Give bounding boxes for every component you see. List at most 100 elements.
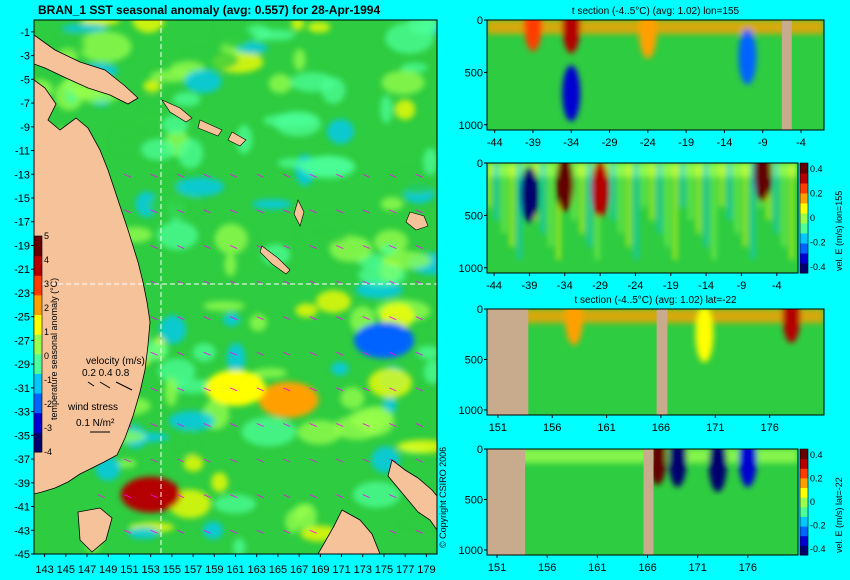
y-tick-label: 0 (477, 304, 483, 316)
x-tick-label: -4 (772, 280, 782, 292)
colorbar-swatch (800, 458, 808, 469)
anomaly-texture-blob (368, 368, 413, 398)
velocity-colorbar: 0.4 0.2 0 -0.2 -0.4 vel. E (m/s) lat=-22 (799, 448, 844, 556)
wind-vector (123, 173, 132, 178)
colorbar-tick-label: 0.4 (810, 450, 823, 460)
velocity-stripe (658, 163, 662, 234)
wind-vector (97, 494, 105, 499)
wind-vector (177, 387, 185, 392)
anomaly-hotspot (353, 322, 414, 359)
section-field (487, 20, 824, 122)
colorbar-swatch (800, 183, 808, 194)
anomaly-texture-blob (333, 415, 381, 440)
anomaly-texture-blob (164, 377, 178, 407)
y-tick-label: 0 (477, 444, 483, 456)
y-tick-label: 1000 (459, 120, 483, 132)
wind-vector (336, 209, 344, 214)
wind-vector (203, 280, 211, 285)
wind-vector (283, 351, 291, 356)
y-tick-label: -3 (20, 51, 30, 63)
wind-vector (362, 245, 370, 249)
colorbar-swatch (800, 516, 808, 527)
anomaly-texture-blob (256, 29, 296, 41)
x-tick-label: 169 (311, 564, 329, 576)
velocity-stripe (689, 163, 693, 221)
colorbar-swatch (800, 497, 808, 508)
wind-vector (415, 316, 423, 321)
anomaly-texture-blob (380, 244, 396, 255)
wind-vector (256, 458, 264, 463)
colorbar-swatch (34, 393, 42, 414)
anomaly-texture-blob (295, 303, 318, 318)
colorbar-swatch (800, 449, 808, 460)
wind-vector (150, 351, 158, 356)
anomaly-texture-blob (223, 312, 241, 327)
wind-vector (230, 387, 238, 392)
australia-land (34, 79, 151, 495)
anomaly-texture-blob (423, 359, 437, 384)
anomaly-texture-blob (168, 410, 215, 431)
y-tick-label: -21 (14, 264, 30, 276)
colorbar-swatch (800, 477, 808, 489)
colorbar-swatch (800, 173, 808, 184)
x-tick-label: 151 (120, 564, 138, 576)
y-tick-label: -29 (14, 359, 30, 371)
wind-vector (283, 529, 291, 534)
colorbar-swatch (800, 213, 808, 224)
colorbar-tick-label: -0.4 (810, 262, 826, 272)
anomaly-hotspot (120, 476, 181, 513)
wind-vector (230, 351, 238, 356)
anomaly-texture-blob (111, 126, 143, 156)
x-tick-label: 177 (396, 564, 414, 576)
y-tick-label: 500 (465, 354, 483, 366)
y-tick-label: -17 (14, 217, 30, 229)
wind-vector (150, 458, 158, 463)
vanuatu-land (293, 199, 305, 227)
colorbar-tick-label: 0 (810, 213, 815, 223)
x-tick-label: -44 (487, 137, 503, 149)
wind-vector (362, 387, 370, 392)
tasmania-land (77, 507, 113, 553)
anomaly-texture-blob (352, 481, 401, 508)
colorbar-tick-label: 4 (44, 255, 49, 265)
x-tick-label: 143 (35, 564, 53, 576)
anomaly-texture-blob (132, 20, 165, 33)
x-tick-label: 151 (488, 562, 506, 574)
wind-vector (283, 423, 291, 427)
anomaly-hotspot (258, 381, 319, 418)
y-tick-label: -5 (20, 74, 30, 86)
colorbar-swatch (34, 314, 42, 335)
wind-vector (177, 494, 185, 499)
velocity-stripe (634, 163, 638, 260)
section-hotspot (523, 20, 542, 52)
velocity-stripe (541, 163, 545, 234)
anomaly-texture-blob (379, 302, 415, 330)
y-tick-label: -41 (14, 502, 30, 514)
anomaly-texture-blob (293, 48, 306, 71)
colorbar-tick-label: -4 (44, 447, 52, 457)
wind-vector (309, 423, 317, 427)
y-tick-label: -35 (14, 430, 30, 442)
colorbar-label: vel. E (m/s) lat=-22 (834, 477, 844, 553)
anomaly-texture-blob (268, 73, 292, 94)
x-tick-label: -29 (602, 137, 618, 149)
wind-vector (230, 173, 238, 178)
wind-vector (230, 494, 238, 499)
x-tick-label: 145 (57, 564, 75, 576)
colorbar-swatch (800, 506, 808, 517)
wind-vector (362, 423, 370, 427)
velocity-stripe (487, 163, 490, 207)
wind-vector (256, 173, 264, 178)
map-y-axis: -1 -3 -5 -7 -9 -11 -13 -15 -17 -19 -21 -23 -25 -27 -29… (14, 27, 34, 561)
anomaly-texture-blob (211, 472, 228, 493)
wind-vector (177, 423, 185, 427)
wind-vector (336, 494, 344, 499)
y-tick-label: -19 (14, 240, 30, 252)
y-tick-label: 1000 (459, 263, 483, 275)
section-title: t section (-4..5°C) (avg: 1.02) lat=-22 (574, 295, 737, 306)
anomaly-texture-blob (400, 62, 428, 73)
anomaly-texture-blob (149, 69, 193, 83)
velocity-stripe (704, 163, 708, 247)
y-tick-label: -15 (14, 193, 30, 205)
